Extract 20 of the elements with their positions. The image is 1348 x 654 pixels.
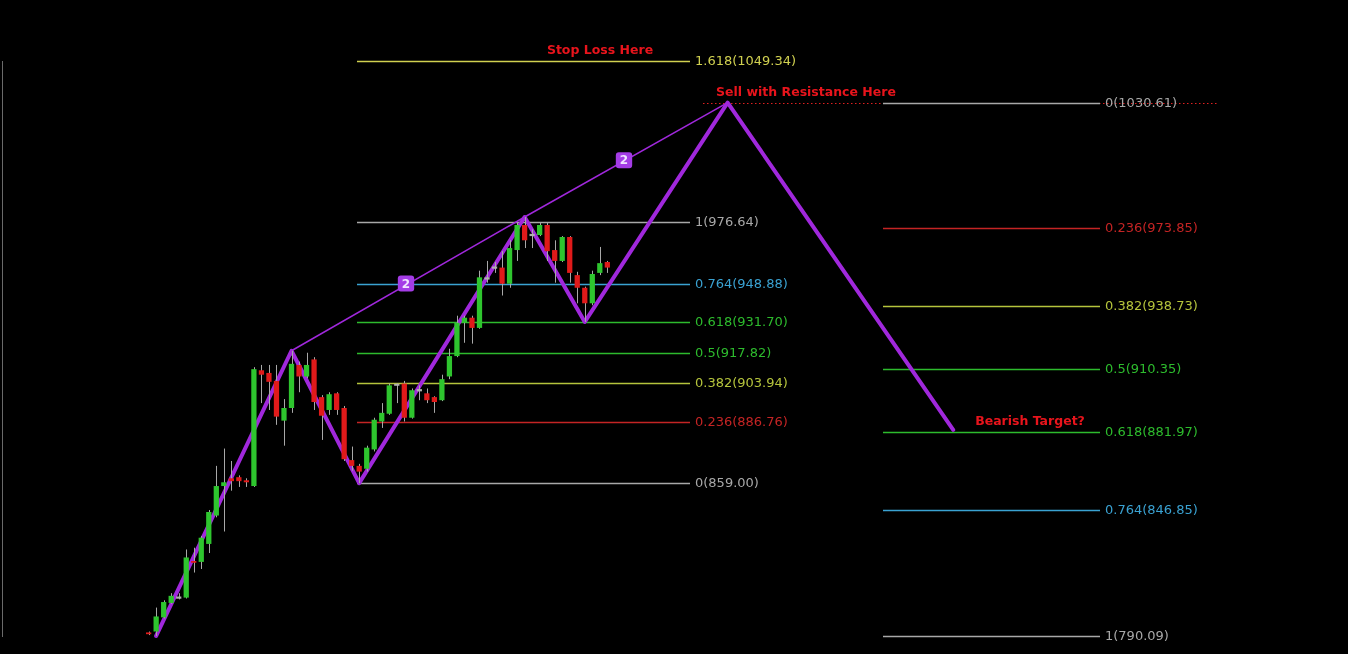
ref-line-label: 0.764(948.88) (695, 275, 788, 291)
ref-line-label: 1(790.09) (1105, 627, 1169, 643)
ref-line-label: 0.618(931.70) (695, 313, 788, 329)
ref-line-label: 0.236(973.85) (1105, 219, 1198, 235)
ref-line-label: 0(859.00) (695, 474, 759, 490)
annotation: Stop Loss Here (546, 42, 654, 57)
ref-line-label: 1(976.64) (695, 213, 759, 229)
annotation: 2 (619, 153, 629, 168)
annotation: Bearish Target? (975, 413, 1085, 429)
ref-line-label: 0.5(917.82) (695, 344, 772, 360)
ref-line-label: 0(1030.61) (1105, 94, 1178, 110)
annotation: Sell with Resistance Here (716, 83, 896, 99)
ref-line-label: 0.618(881.97) (1105, 423, 1198, 439)
annotation: 2 (401, 276, 411, 291)
ref-line-label: 0.236(886.76) (695, 413, 788, 429)
ref-line-label: 0.764(846.85) (1105, 501, 1198, 517)
ref-line-label: 1.618(1049.34) (695, 52, 797, 68)
ref-line-label: 0.382(903.94) (695, 374, 788, 390)
ref-line-label: 0.382(938.73) (1105, 297, 1198, 313)
ref-line-label: 0.5(910.35) (1105, 360, 1182, 376)
